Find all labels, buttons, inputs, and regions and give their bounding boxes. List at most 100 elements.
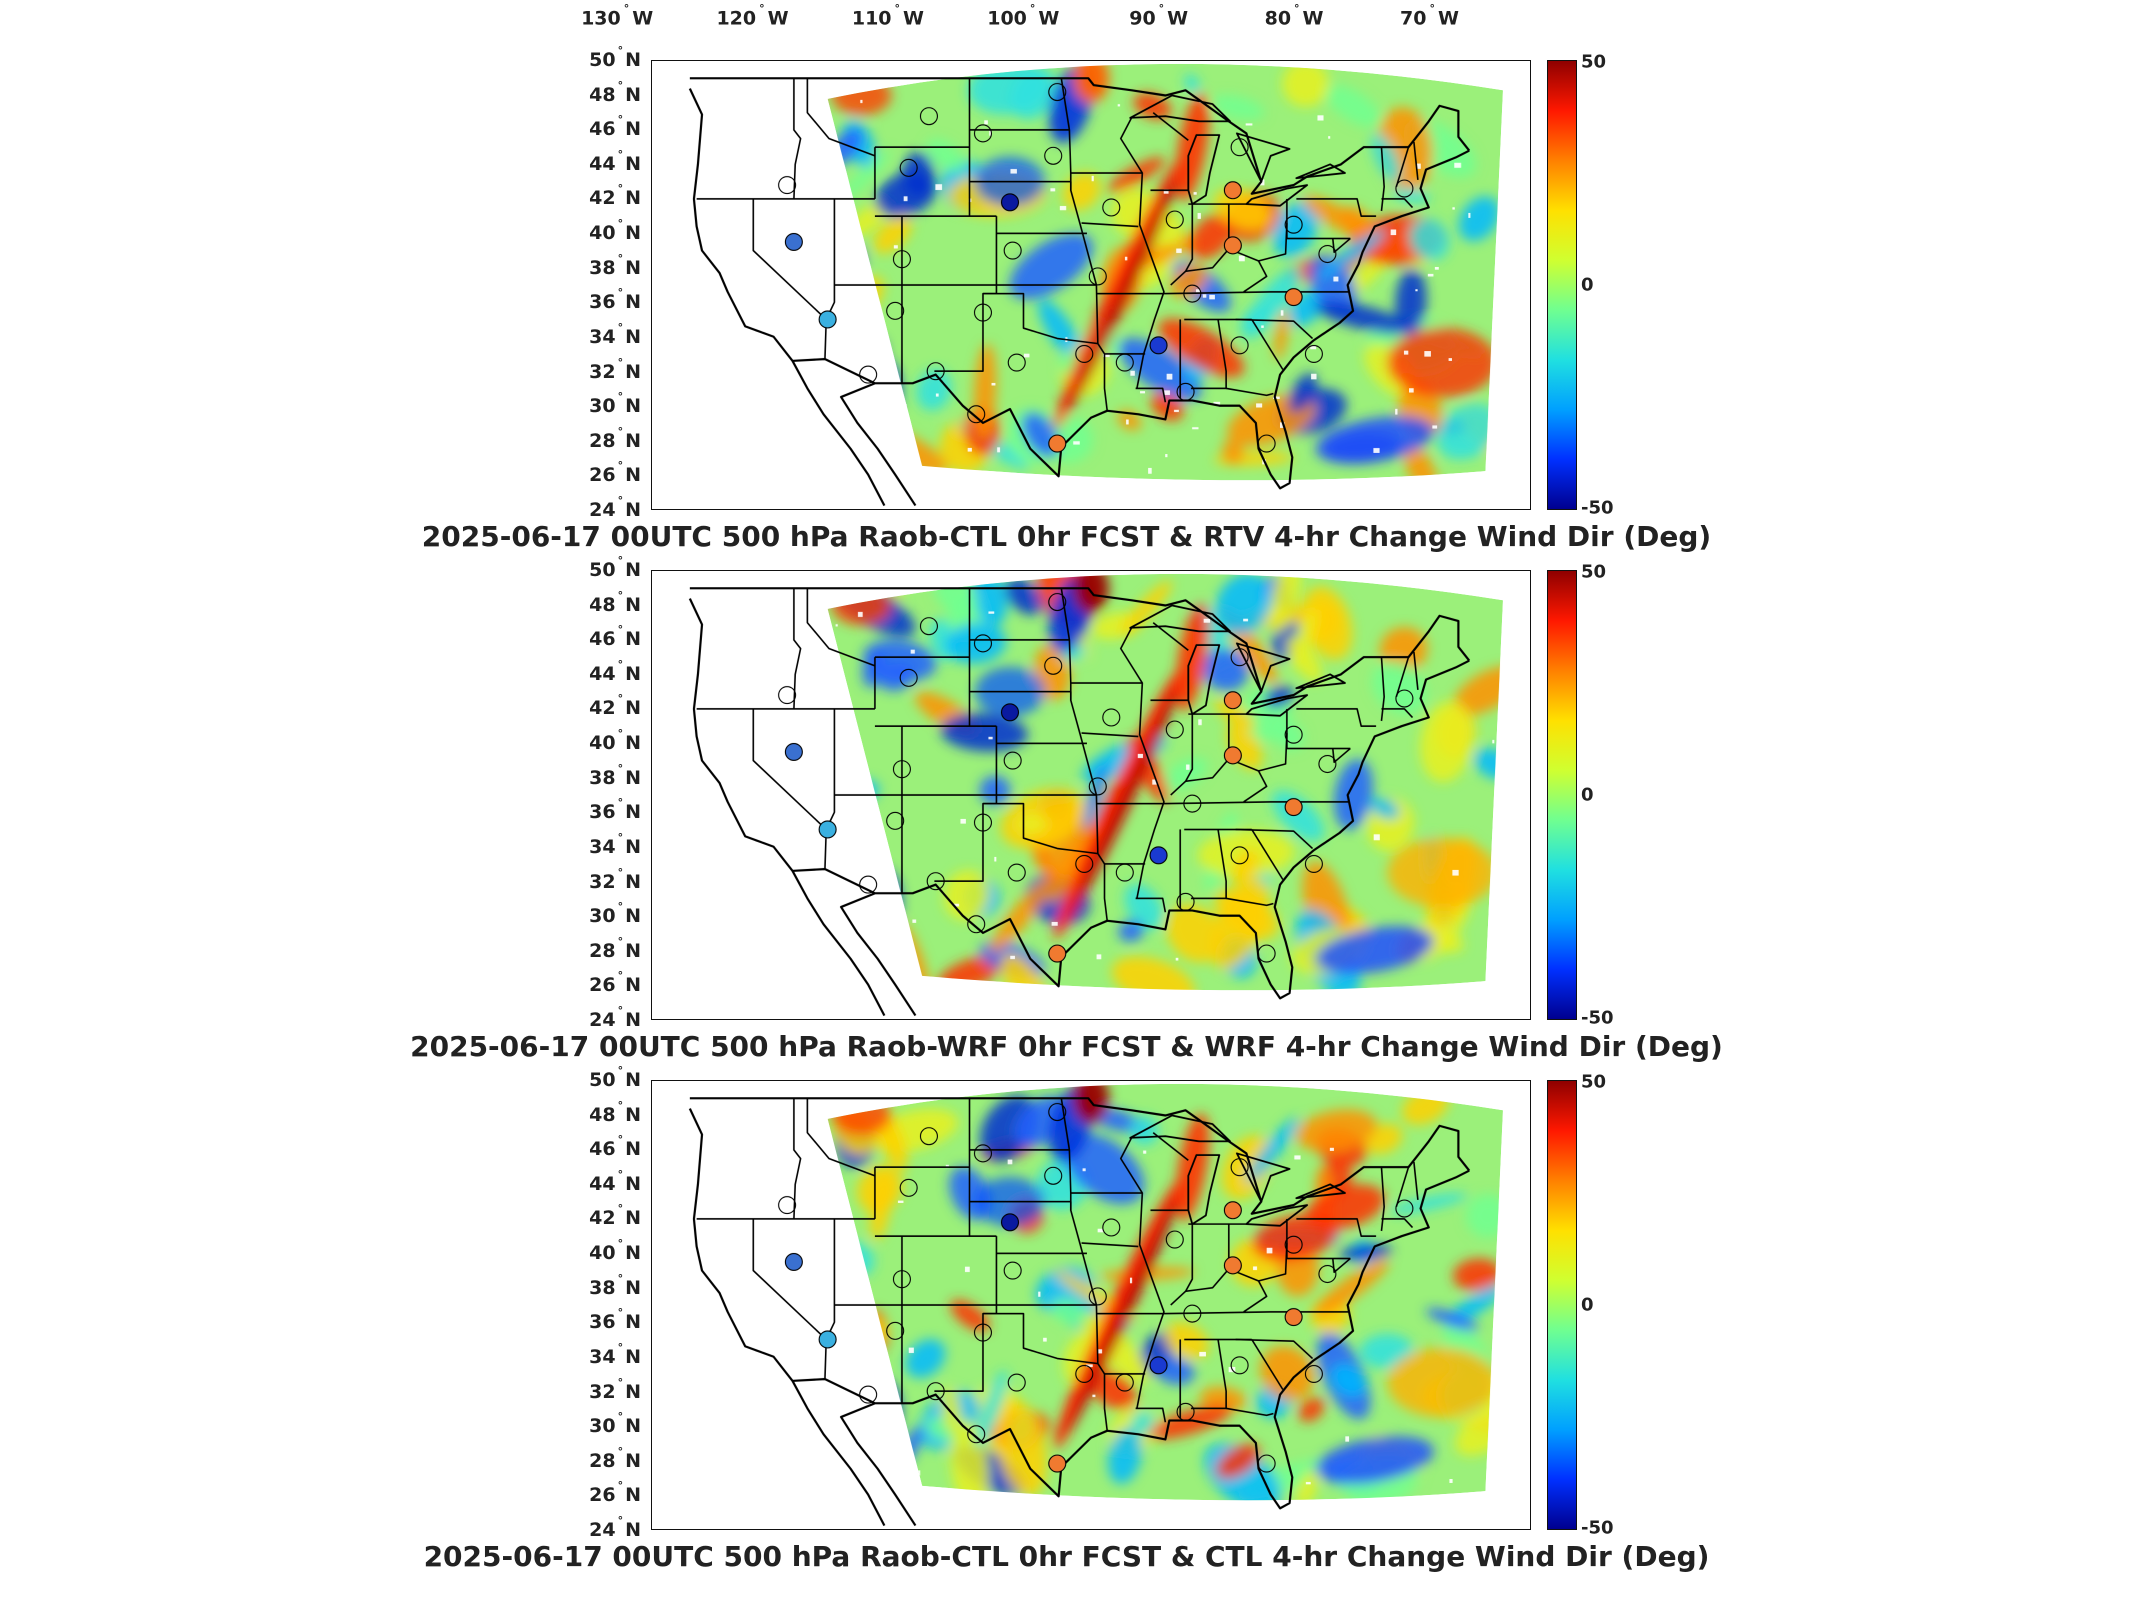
lat-tick-label: 40 ° N — [579, 222, 641, 244]
station-marker — [1224, 1202, 1241, 1219]
station-marker — [1285, 1309, 1302, 1326]
station-marker — [974, 1324, 991, 1341]
map-canvas — [652, 1081, 1530, 1529]
lon-tick-label: 130 ° W — [581, 7, 653, 29]
lon-tick-label: 120 ° W — [716, 7, 788, 29]
lat-tick-label: 30 ° N — [579, 1415, 641, 1437]
lat-tick-label: 46 ° N — [579, 1138, 641, 1160]
field-patch — [1387, 838, 1497, 908]
station-marker — [1177, 1403, 1194, 1420]
station-marker — [1001, 704, 1018, 721]
station-marker — [1184, 285, 1201, 302]
station-marker — [927, 873, 944, 890]
lat-tick-label: 24 ° N — [579, 1009, 641, 1031]
station-marker — [1305, 1365, 1322, 1382]
station-marker — [1049, 435, 1066, 452]
station-marker — [1305, 855, 1322, 872]
station-marker — [1103, 709, 1120, 726]
station-marker — [1258, 435, 1275, 452]
station-marker — [1231, 649, 1248, 666]
state-border — [753, 709, 826, 830]
station-marker — [1396, 1200, 1413, 1217]
panel-title: 2025-06-17 00UTC 500 hPa Raob-CTL 0hr FC… — [0, 1540, 2133, 1573]
station-marker — [1285, 726, 1302, 743]
field-patch — [809, 1464, 871, 1526]
station-marker — [1258, 945, 1275, 962]
panel-title: 2025-06-17 00UTC 500 hPa Raob-WRF 0hr FC… — [0, 1030, 2133, 1063]
station-marker — [860, 876, 877, 893]
station-marker — [1076, 855, 1093, 872]
station-marker — [927, 363, 944, 380]
wind-direction-field — [811, 61, 1530, 505]
station-marker — [1231, 1357, 1248, 1374]
station-marker — [1166, 1231, 1183, 1248]
station-marker — [785, 233, 802, 250]
station-marker — [1231, 847, 1248, 864]
colorbar — [1547, 1080, 1577, 1530]
lat-tick-label: 34 ° N — [579, 1346, 641, 1368]
lat-tick-label: 38 ° N — [579, 257, 641, 279]
station-marker — [974, 304, 991, 321]
lat-tick-label: 36 ° N — [579, 291, 641, 313]
lat-tick-label: 28 ° N — [579, 1450, 641, 1472]
station-marker — [1089, 778, 1106, 795]
station-marker — [1045, 657, 1062, 674]
station-marker — [1103, 199, 1120, 216]
station-marker — [1285, 216, 1302, 233]
station-marker — [1184, 1305, 1201, 1322]
field-patch — [831, 586, 891, 626]
station-marker — [1258, 1455, 1275, 1472]
station-marker — [1150, 847, 1167, 864]
lon-tick-label: 90 ° W — [1129, 7, 1188, 29]
station-marker — [1305, 345, 1322, 362]
station-marker — [779, 687, 796, 704]
station-marker — [819, 821, 836, 838]
map-frame — [651, 570, 1531, 1020]
station-marker — [785, 743, 802, 760]
station-marker — [779, 1197, 796, 1214]
lon-tick-label: 110 ° W — [852, 7, 924, 29]
state-border — [825, 199, 834, 359]
station-marker — [819, 1331, 836, 1348]
station-marker — [1001, 194, 1018, 211]
station-marker — [1319, 246, 1336, 263]
station-marker — [887, 812, 904, 829]
station-marker — [1001, 1214, 1018, 1231]
station-marker — [1045, 147, 1062, 164]
station-marker — [1049, 1104, 1066, 1121]
lat-tick-label: 50 ° N — [579, 559, 641, 581]
lat-tick-label: 42 ° N — [579, 1207, 641, 1229]
station-marker — [1008, 1374, 1025, 1391]
station-marker — [1224, 1257, 1241, 1274]
station-marker — [1076, 345, 1093, 362]
station-marker — [1004, 752, 1021, 769]
field-patch — [831, 1096, 891, 1136]
station-marker — [1231, 139, 1248, 156]
state-border — [753, 1219, 826, 1340]
station-marker — [1004, 1262, 1021, 1279]
station-marker — [968, 1426, 985, 1443]
colorbar-mid-label: 0 — [1581, 785, 1594, 806]
lat-tick-label: 24 ° N — [579, 499, 641, 521]
lat-tick-label: 36 ° N — [579, 801, 641, 823]
station-marker — [1166, 721, 1183, 738]
station-marker — [968, 406, 985, 423]
lat-tick-label: 32 ° N — [579, 360, 641, 382]
lat-tick-label: 28 ° N — [579, 430, 641, 452]
station-marker — [893, 251, 910, 268]
station-marker — [1116, 1374, 1133, 1391]
station-marker — [893, 761, 910, 778]
station-marker — [1231, 1159, 1248, 1176]
lat-tick-label: 38 ° N — [579, 767, 641, 789]
station-marker — [819, 311, 836, 328]
field-patch — [811, 436, 895, 505]
lat-tick-label: 30 ° N — [579, 905, 641, 927]
lat-tick-label: 36 ° N — [579, 1311, 641, 1333]
station-marker — [1004, 242, 1021, 259]
station-marker — [1116, 354, 1133, 371]
station-marker — [1116, 864, 1133, 881]
lon-tick-label: 100 ° W — [987, 7, 1059, 29]
lat-tick-label: 40 ° N — [579, 732, 641, 754]
map-canvas — [652, 61, 1530, 509]
station-marker — [887, 1322, 904, 1339]
